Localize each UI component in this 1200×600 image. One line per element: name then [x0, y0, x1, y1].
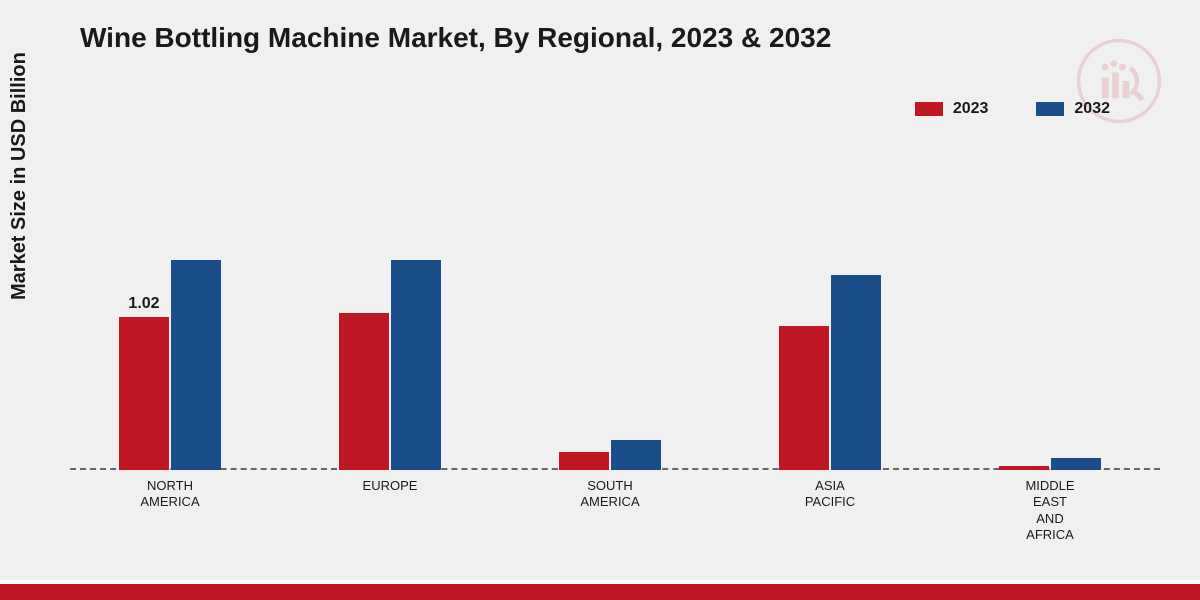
bar [339, 313, 389, 471]
category-label: SOUTH AMERICA [580, 478, 639, 511]
category-label: MIDDLE EAST AND AFRICA [1025, 478, 1074, 543]
bar [559, 452, 609, 470]
footer-bar [0, 580, 1200, 600]
legend-item: 2023 [915, 100, 989, 118]
bar [999, 466, 1049, 471]
bar [611, 440, 661, 470]
bar-group: EUROPE [325, 260, 455, 470]
legend-item: 2032 [1036, 100, 1110, 118]
bar-group: SOUTH AMERICA [545, 440, 675, 470]
category-label: ASIA PACIFIC [805, 478, 855, 511]
bar [831, 275, 881, 470]
legend-swatch [1036, 102, 1064, 116]
bar-group: ASIA PACIFIC [765, 275, 895, 470]
legend-swatch [915, 102, 943, 116]
bar [391, 260, 441, 470]
legend-label: 2023 [953, 100, 989, 118]
bar-group: 1.02NORTH AMERICA [105, 260, 235, 470]
bar-group: MIDDLE EAST AND AFRICA [985, 458, 1115, 470]
legend: 2023 2032 [915, 100, 1110, 118]
bar [171, 260, 221, 470]
legend-label: 2032 [1074, 100, 1110, 118]
category-label: EUROPE [363, 478, 418, 494]
plot-area: 1.02NORTH AMERICA EUROPE SOUTH AMERICA ASIA… [70, 150, 1160, 470]
chart-title: Wine Bottling Machine Market, By Regiona… [80, 22, 831, 54]
y-axis-label: Market Size in USD Billion [8, 52, 31, 300]
category-label: NORTH AMERICA [140, 478, 199, 511]
bar-value-label: 1.02 [128, 295, 159, 313]
bar [1051, 458, 1101, 470]
bar: 1.02 [119, 317, 169, 470]
chart-background: Wine Bottling Machine Market, By Regiona… [0, 0, 1200, 580]
bar [779, 326, 829, 470]
